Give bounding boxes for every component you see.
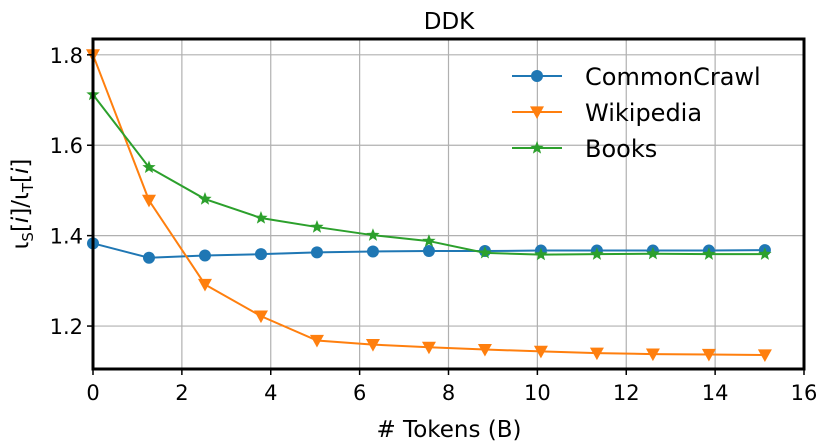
data-point-wikipedia [533, 345, 548, 359]
grid [92, 39, 805, 369]
data-point-commoncrawl [142, 251, 155, 264]
y-axis-label: ιS[i]/ιT[i] [8, 159, 37, 250]
data-point-books [534, 247, 548, 261]
data-point-books [590, 247, 604, 260]
y-tick-label: 1.6 [50, 134, 83, 158]
data-point-books [198, 192, 212, 205]
data-point-wikipedia [589, 347, 604, 361]
x-tick-label: 10 [524, 381, 551, 405]
legend-marker-wikipedia [530, 106, 544, 119]
data-point-commoncrawl [310, 246, 323, 259]
data-point-wikipedia [477, 343, 492, 357]
data-point-books [758, 247, 772, 260]
x-tick-label: 8 [442, 381, 455, 405]
y-label-iota-2: ι [8, 192, 34, 200]
x-axis-label: # Tokens (B) [376, 417, 521, 443]
data-point-wikipedia [141, 194, 156, 208]
data-point-commoncrawl [366, 245, 379, 258]
y-tick-labels: 1.2 1.4 1.6 1.8 [50, 44, 93, 339]
legend: CommonCrawl Wikipedia Books [512, 63, 761, 163]
data-point-books [646, 246, 660, 260]
y-label-bracket-1: [ [8, 223, 34, 232]
data-point-books [478, 245, 492, 259]
y-label-slash: ]/ [8, 200, 34, 217]
legend-entry-wikipedia: Wikipedia [512, 99, 702, 127]
y-tick-label: 1.8 [50, 44, 83, 68]
data-point-books [254, 211, 268, 224]
x-tick-label: 0 [86, 381, 99, 405]
y-label-i-2: i [8, 167, 34, 174]
x-tick-label: 14 [702, 381, 729, 405]
data-point-commoncrawl [198, 249, 211, 262]
y-tick-label: 1.2 [50, 315, 83, 339]
data-point-wikipedia [253, 310, 268, 324]
legend-label-wikipedia: Wikipedia [585, 99, 702, 127]
legend-entry-commoncrawl: CommonCrawl [512, 63, 761, 91]
legend-label-commoncrawl: CommonCrawl [585, 63, 761, 91]
x-tick-label: 12 [613, 381, 640, 405]
y-label-bracket-2: [ [8, 174, 34, 183]
legend-entry-books: Books [512, 135, 657, 163]
legend-marker-books [530, 141, 544, 154]
x-tick-labels: 0 2 4 6 8 10 12 14 16 [86, 369, 817, 405]
y-label-sub-t: T [19, 182, 37, 193]
data-point-wikipedia [365, 338, 380, 352]
legend-marker-commoncrawl [531, 70, 543, 82]
data-point-wikipedia [197, 278, 212, 292]
data-point-books [142, 160, 156, 174]
data-point-books [366, 228, 380, 241]
data-point-wikipedia [701, 348, 716, 362]
x-tick-label: 2 [175, 381, 188, 405]
y-label-bracket-3: ] [8, 159, 34, 168]
y-label-iota-1: ι [8, 242, 34, 250]
series-wikipedia [86, 49, 772, 362]
series-layer [86, 49, 772, 362]
legend-label-books: Books [585, 135, 657, 163]
data-point-books [310, 220, 324, 233]
y-label-i-1: i [8, 216, 34, 223]
data-point-commoncrawl [254, 248, 267, 261]
data-point-wikipedia [757, 349, 772, 362]
data-point-wikipedia [421, 341, 436, 355]
y-label-sub-s: S [19, 232, 37, 242]
data-point-wikipedia [309, 334, 324, 348]
chart-title: DDK [424, 9, 475, 35]
x-tick-label: 6 [353, 381, 366, 405]
x-tick-label: 4 [264, 381, 277, 405]
data-point-books [702, 247, 716, 260]
data-point-books [422, 234, 436, 247]
data-point-commoncrawl [422, 245, 435, 258]
data-point-wikipedia [645, 348, 660, 362]
x-tick-label: 16 [791, 381, 818, 405]
y-tick-label: 1.4 [50, 225, 83, 249]
